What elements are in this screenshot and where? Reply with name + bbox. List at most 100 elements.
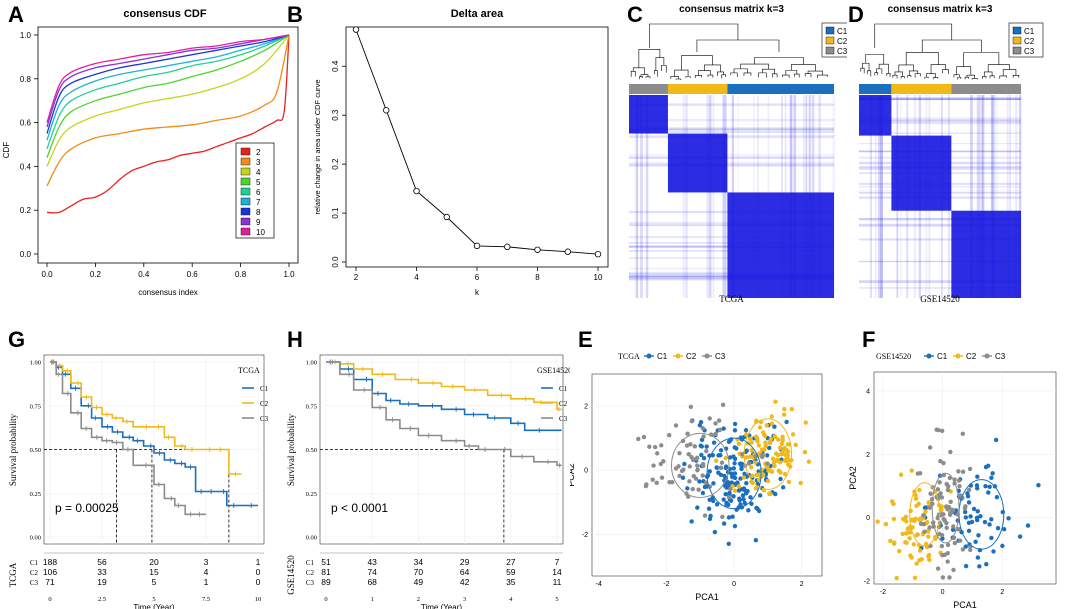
heatmap-noise xyxy=(970,95,973,298)
dendrogram-branch xyxy=(874,23,953,48)
point-C1 xyxy=(1017,534,1023,539)
dendrogram-branch xyxy=(983,71,993,77)
point-C2 xyxy=(755,436,760,441)
dendrogram-branch xyxy=(704,64,721,72)
point-C3 xyxy=(673,423,679,428)
ellipse-C3 xyxy=(931,472,960,544)
legend-dot-C2 xyxy=(675,353,681,359)
point-C3 xyxy=(726,495,732,500)
point-C1 xyxy=(741,486,747,491)
heatmap-noise xyxy=(859,121,1021,125)
legend-swatch xyxy=(240,227,251,236)
point-C3 xyxy=(939,428,945,434)
x-tick-label: 7.5 xyxy=(202,596,210,603)
point-C2 xyxy=(736,484,742,489)
point-C3 xyxy=(937,480,942,485)
point-C3 xyxy=(740,452,745,457)
point-C1 xyxy=(723,491,728,497)
legend-swatch xyxy=(240,147,251,156)
point-C1 xyxy=(744,480,749,486)
point-C1 xyxy=(984,562,989,567)
point-C1 xyxy=(966,500,972,505)
heatmap-noise xyxy=(990,95,994,298)
point-C3 xyxy=(717,427,723,433)
dendrogram-branch xyxy=(886,73,891,77)
cdf-line-k4 xyxy=(46,34,290,167)
dendrogram-branch xyxy=(630,71,636,77)
point-C1 xyxy=(732,475,738,481)
cdf-line-k8 xyxy=(46,34,290,134)
cluster-bar-C3 xyxy=(951,84,1021,94)
heatmap-noise xyxy=(640,95,643,298)
dendrogram-branch xyxy=(782,74,790,78)
x-axis-label: Time (Year) xyxy=(421,603,463,609)
point-C1 xyxy=(963,563,969,569)
point-C1 xyxy=(1006,516,1011,521)
point-C2 xyxy=(785,449,791,454)
x-tick-label: 5 xyxy=(555,596,558,603)
risk-count: 7 xyxy=(555,557,560,567)
dendrogram-branch xyxy=(921,39,982,52)
point-C2 xyxy=(769,421,775,426)
point-C2 xyxy=(925,519,930,525)
y-tick-label: 1.00 xyxy=(30,360,41,367)
point-C3 xyxy=(659,475,665,480)
point-C2 xyxy=(772,434,777,439)
point-C1 xyxy=(986,490,991,495)
point-C1 xyxy=(732,471,738,476)
x-axis-label: PCA1 xyxy=(695,592,719,602)
x-tick-label: 0.2 xyxy=(90,270,102,279)
point-C1 xyxy=(742,500,748,506)
dendrogram-branch xyxy=(930,64,946,74)
point-C1 xyxy=(778,476,783,482)
dendrogram-branch xyxy=(894,71,903,77)
point-C3 xyxy=(677,473,682,479)
heatmap-noise xyxy=(629,103,834,106)
dendrogram-branch xyxy=(794,73,800,78)
point-C1 xyxy=(718,452,723,458)
x-tick-label: 1 xyxy=(371,596,374,603)
cluster-bar-C1 xyxy=(859,84,892,94)
risk-count: 3 xyxy=(204,557,209,567)
heatmap-noise xyxy=(636,95,639,298)
legend-swatch xyxy=(240,177,251,186)
x-tick-label: 0.8 xyxy=(235,270,247,279)
point-C1 xyxy=(993,437,999,443)
x-axis-label: k xyxy=(475,288,480,297)
chart-title: consensus matrix k=3 xyxy=(888,4,993,15)
point-C1 xyxy=(994,494,1000,500)
dendrogram-branch xyxy=(866,70,872,77)
point-C2 xyxy=(772,463,777,469)
delta-point-k2 xyxy=(352,26,360,33)
legend-title: GSE14520 xyxy=(537,366,570,375)
legend-swatch xyxy=(240,217,251,226)
legend-label: C3 xyxy=(260,415,269,423)
point-C3 xyxy=(700,461,706,467)
x-tick-label: -4 xyxy=(596,581,602,588)
point-C3 xyxy=(719,460,725,465)
heatmap-noise xyxy=(629,162,834,164)
point-C3 xyxy=(765,461,770,466)
heatmap-noise xyxy=(859,280,1021,283)
point-C1 xyxy=(975,555,981,560)
delta-point-k5 xyxy=(443,213,450,221)
legend-label: 2 xyxy=(256,148,261,157)
point-C2 xyxy=(768,491,773,497)
dendrogram-branch xyxy=(685,76,691,78)
legend-label: C3 xyxy=(995,352,1006,361)
ellipse-C2 xyxy=(743,418,793,490)
point-C3 xyxy=(921,513,926,518)
heatmap-noise xyxy=(629,135,834,139)
point-C2 xyxy=(777,445,783,450)
y-axis-label: relative change in area under CDF curve xyxy=(313,79,322,214)
risk-row-label: C1 xyxy=(30,559,39,567)
heatmap-noise xyxy=(629,154,834,156)
x-tick-label: 2 xyxy=(800,581,804,588)
dendrogram-branch xyxy=(717,71,724,77)
survival-curve-C2 xyxy=(50,361,242,475)
point-C2 xyxy=(771,460,777,465)
dendrogram-branch xyxy=(655,57,665,71)
point-C3 xyxy=(956,478,962,483)
point-C2 xyxy=(747,436,753,441)
